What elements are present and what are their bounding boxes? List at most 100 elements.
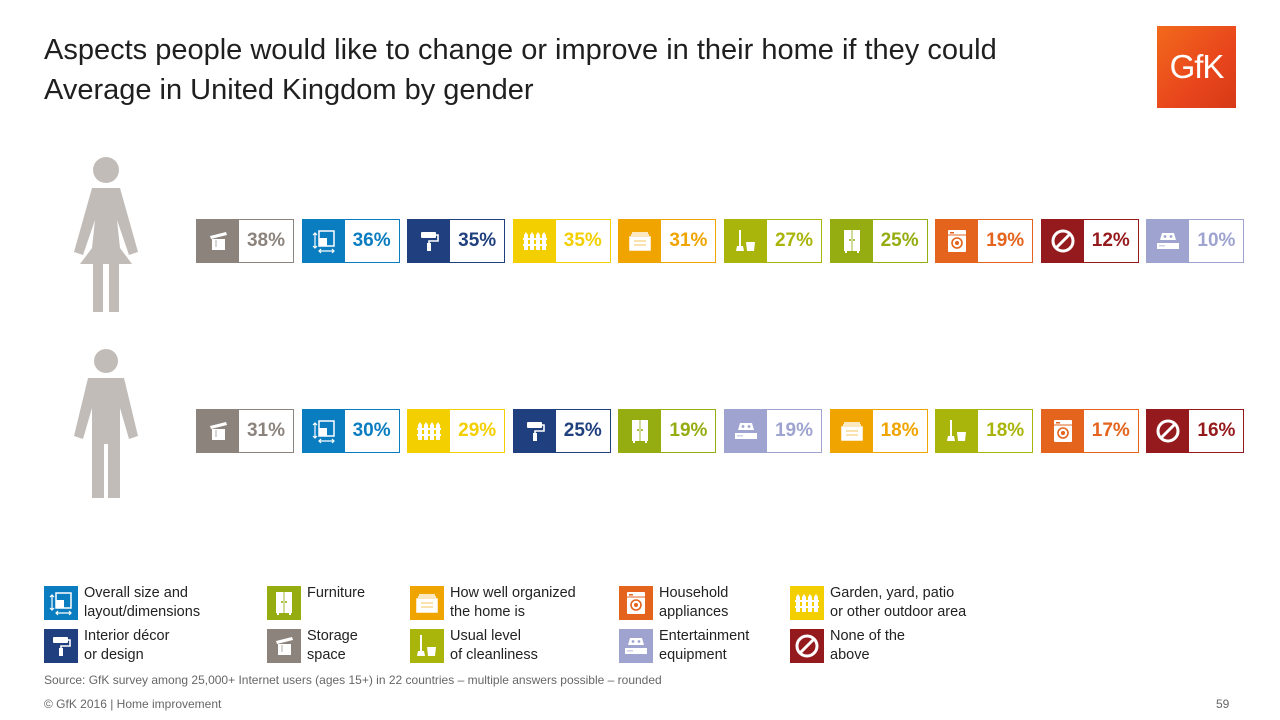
value-label: 12% [1091,230,1130,251]
wardrobe-icon [619,410,662,452]
tile-male-storage: 31% [196,409,294,453]
legend-item-decor: Interior décor or design [44,627,234,665]
value-label: 17% [1091,420,1130,441]
legend-label: Garden, yard, patio or other outdoor are… [830,585,967,620]
no-sign-icon [1147,410,1190,452]
source-note: Source: GfK survey among 25,000+ Interne… [44,673,662,687]
title-line-2: Average in United Kingdom by gender [44,74,534,106]
legend-label: Storage space [307,628,358,663]
legend-item-appliances: Household appliances [619,584,809,622]
value-label: 38% [246,230,286,251]
value-label: 18% [880,420,919,441]
fence-icon [408,410,451,452]
female-figure-icon [74,157,138,312]
legend-label: Overall size and layout/dimensions [84,585,201,620]
legend-item-organized: How well organized the home is [410,584,600,622]
value-label: 10% [1197,230,1236,251]
tile-female-entertainment: 10% [1146,219,1245,263]
storage-box-icon [197,410,239,452]
legend-label: Furniture [307,585,366,601]
size-layout-icon [302,220,345,262]
size-layout-icon [44,586,78,620]
tile-female-organized: 31% [618,219,717,263]
tile-male-appliances: 17% [1040,409,1139,453]
value-label: 18% [986,420,1025,441]
legend-item-storage: Storage space [267,627,457,665]
legend-label: Household appliances [659,585,729,620]
tile-female-decor: 35% [407,219,506,263]
tile-female-garden: 35% [512,219,611,263]
legend-label: Entertainment equipment [659,628,750,663]
washing-machine-icon [1041,410,1084,452]
washing-machine-icon [619,586,653,620]
legend-item-size: Overall size and layout/dimensions [44,584,234,622]
tile-male-garden: 29% [407,409,506,453]
tile-male-entertainment: 19% [724,409,822,453]
value-label: 19% [774,420,814,441]
legend-label: Usual level of cleanliness [450,628,538,663]
value-label: 25% [563,420,602,441]
value-label: 16% [1197,420,1236,441]
tile-female-none: 12% [1040,219,1139,263]
value-label: 36% [352,230,391,251]
tile-male-cleanliness: 18% [935,409,1034,453]
legend-item-furniture: Furniture [267,584,457,620]
fence-icon [513,220,556,262]
value-label: 31% [246,420,286,441]
male-figure-icon [74,349,138,498]
washing-machine-icon [936,220,979,262]
value-label: 35% [458,230,497,251]
tile-female-size: 36% [301,219,400,263]
value-label: 19% [986,230,1025,251]
value-label: 25% [880,230,919,251]
value-label: 27% [774,230,814,251]
value-label: 35% [563,230,602,251]
fence-icon [790,586,824,620]
paint-roller-icon [44,629,78,663]
mop-bucket-icon [725,220,767,262]
footer-copyright: © GfK 2016 | Home improvement [44,697,222,711]
legend-item-none: None of the above [790,627,980,665]
paint-roller-icon [408,220,451,262]
tile-male-none: 16% [1146,409,1245,453]
storage-box-icon [267,629,301,663]
drawer-icon [619,220,662,262]
tile-female-cleanliness: 27% [724,219,822,263]
tile-male-decor: 25% [512,409,611,453]
game-console-icon [1147,220,1190,262]
storage-box-icon [197,220,239,262]
page-number: 59 [1216,697,1230,711]
tile-male-size: 30% [301,409,400,453]
no-sign-icon [1041,220,1084,262]
wardrobe-icon [830,220,873,262]
size-layout-icon [302,410,345,452]
mop-bucket-icon [936,410,979,452]
page-title: Aspects people would like to change or i… [44,30,997,110]
legend-label: None of the above [830,628,905,663]
tile-male-organized: 18% [829,409,928,453]
legend-item-garden: Garden, yard, patio or other outdoor are… [790,584,980,622]
legend-item-cleanliness: Usual level of cleanliness [410,627,600,665]
legend-label: How well organized the home is [450,585,576,620]
value-label: 19% [669,420,708,441]
gfk-logo: GfK [1157,26,1236,108]
value-label: 30% [352,420,391,441]
drawer-icon [830,410,873,452]
legend-item-entertainment: Entertainment equipment [619,627,809,665]
logo-text: GfK [1169,48,1225,85]
tile-female-appliances: 19% [935,219,1034,263]
mop-bucket-icon [410,629,444,663]
paint-roller-icon [513,410,556,452]
no-sign-icon [790,629,824,663]
tile-female-storage: 38% [196,219,294,263]
wardrobe-icon [267,586,301,620]
drawer-icon [410,586,444,620]
tile-female-furniture: 25% [829,219,928,263]
value-label: 31% [669,230,708,251]
value-label: 29% [458,420,497,441]
game-console-icon [619,629,653,663]
game-console-icon [725,410,767,452]
title-line-1: Aspects people would like to change or i… [44,34,997,66]
tile-male-furniture: 19% [618,409,717,453]
legend-label: Interior décor or design [84,628,170,663]
